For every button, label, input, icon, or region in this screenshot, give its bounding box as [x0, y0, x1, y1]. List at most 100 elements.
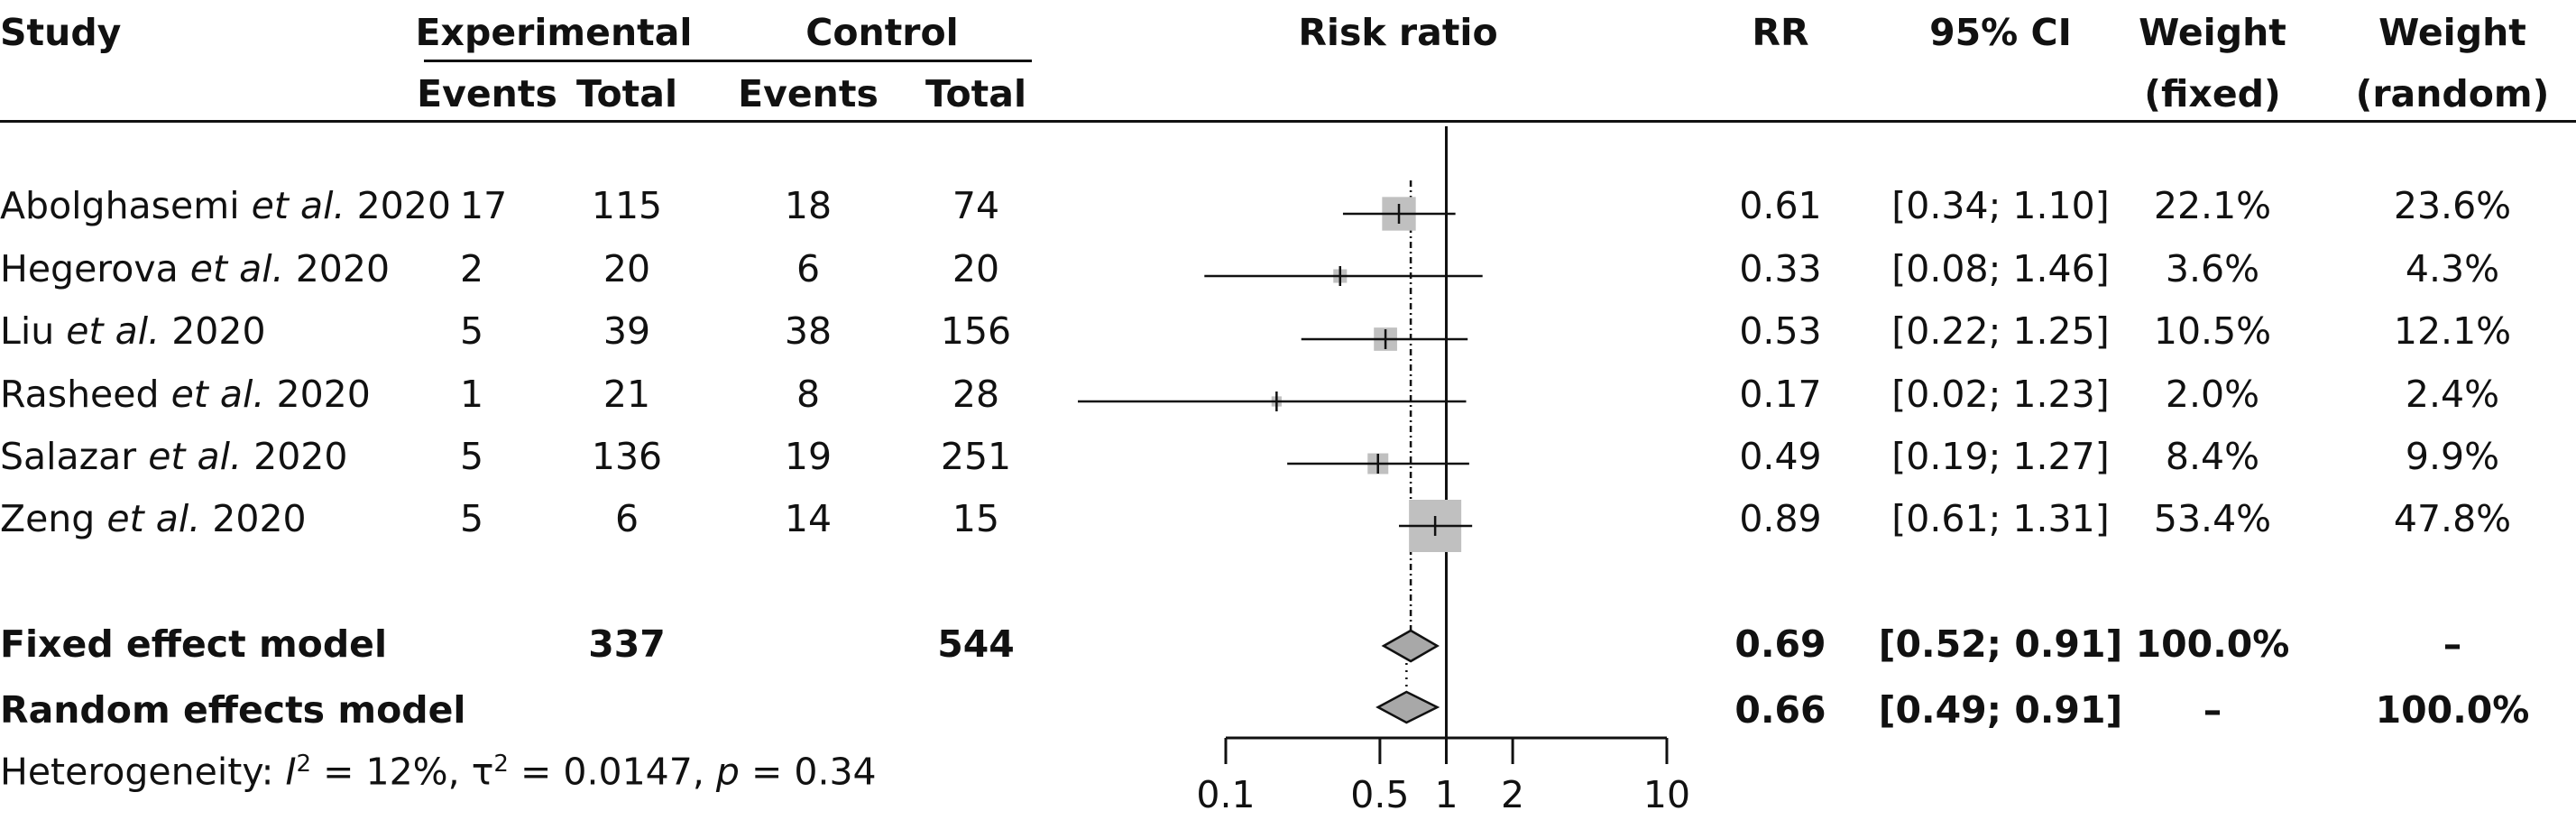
random-ci: [0.49; 0.91] [1878, 688, 2123, 732]
study-weight-random: 47.8% [2393, 497, 2512, 540]
study-weight-random: 12.1% [2393, 309, 2512, 353]
study-weight-random: 2.4% [2405, 373, 2500, 416]
study-rr: 0.49 [1739, 435, 1822, 478]
study-author: Zeng [0, 497, 107, 540]
study-ci: [0.22; 1.25] [1891, 309, 2110, 353]
heterogeneity-tau-value: = 0.0147, [508, 750, 716, 794]
header-bottom-rule [0, 120, 2576, 123]
header-weight-fixed-2: (fixed) [2144, 72, 2281, 115]
random-model-label: Random effects model [0, 688, 466, 732]
study-etal: et al. [66, 309, 161, 353]
study-etal: et al. [170, 373, 265, 416]
study-rr: 0.53 [1739, 309, 1822, 353]
heterogeneity-i2-symbol: I [285, 750, 297, 794]
study-author: Hegerova [0, 247, 190, 290]
study-ci: [0.61; 1.31] [1891, 497, 2110, 540]
study-rr: 0.17 [1739, 373, 1822, 416]
study-exp-events: 5 [460, 435, 484, 478]
fixed-effect-diamond [1381, 629, 1440, 663]
study-weight-random: 23.6% [2393, 184, 2512, 227]
study-weight-fixed: 53.4% [2153, 497, 2272, 540]
study-weight-fixed: 2.0% [2165, 373, 2260, 416]
study-label: Zeng et al. 2020 [0, 501, 307, 538]
study-ctrl-total: 28 [952, 373, 1000, 416]
fixed-model-label: Fixed effect model [0, 622, 388, 666]
study-year: 2020 [264, 373, 371, 416]
study-exp-events: 5 [460, 309, 484, 353]
x-axis-tick-label: 2 [1501, 773, 1524, 816]
study-label: Abolghasemi et al. 2020 [0, 188, 451, 225]
header-group-rule [424, 60, 1032, 62]
random-weight-fixed: – [2203, 688, 2222, 732]
header-ctrl-events: Events [738, 72, 879, 115]
heterogeneity-tau-sup: 2 [493, 751, 509, 778]
study-author: Salazar [0, 435, 149, 478]
study-exp-total: 21 [603, 373, 651, 416]
study-ci: [0.34; 1.10] [1891, 184, 2110, 227]
header-control: Control [805, 11, 959, 54]
heterogeneity-prefix: Heterogeneity: [0, 750, 286, 794]
study-weight-fixed: 3.6% [2165, 247, 2260, 290]
study-ctrl-events: 19 [784, 435, 833, 478]
header-exp-events: Events [417, 72, 557, 115]
study-etal: et al. [251, 184, 345, 227]
study-rr: 0.89 [1739, 497, 1822, 540]
study-exp-total: 39 [603, 309, 651, 353]
header-ci: 95% CI [1929, 11, 2072, 54]
study-year: 2020 [200, 497, 307, 540]
study-exp-events: 1 [460, 373, 484, 416]
study-ctrl-events: 6 [796, 247, 821, 290]
study-ctrl-events: 18 [784, 184, 833, 227]
study-weight-fixed: 22.1% [2153, 184, 2272, 227]
random-weight-random: 100.0% [2375, 688, 2530, 732]
x-axis-tick-label: 0.1 [1196, 773, 1255, 816]
study-exp-events: 17 [460, 184, 508, 227]
heterogeneity-text: Heterogeneity: I2 = 12%, τ2 = 0.0147, p … [0, 752, 877, 791]
study-ci: [0.02; 1.23] [1891, 373, 2110, 416]
study-label: Rasheed et al. 2020 [0, 376, 371, 413]
study-label: Salazar et al. 2020 [0, 438, 347, 475]
random-rr: 0.66 [1734, 688, 1826, 732]
fixed-weight-fixed: 100.0% [2135, 622, 2290, 666]
fixed-ci: [0.52; 0.91] [1878, 622, 2123, 666]
study-ci: [0.19; 1.27] [1891, 435, 2110, 478]
study-ctrl-total: 251 [940, 435, 1012, 478]
heterogeneity-p-symbol: p [715, 750, 740, 794]
study-year: 2020 [242, 435, 348, 478]
header-weight-random-1: Weight [2378, 11, 2526, 54]
study-ctrl-events: 38 [784, 309, 833, 353]
study-year: 2020 [345, 184, 451, 227]
x-axis-tick-label: 0.5 [1350, 773, 1409, 816]
study-author: Abolghasemi [0, 184, 252, 227]
study-exp-events: 5 [460, 497, 484, 540]
study-exp-events: 2 [460, 247, 484, 290]
study-rr: 0.33 [1739, 247, 1822, 290]
study-year: 2020 [283, 247, 391, 290]
header-exp-total: Total [575, 72, 678, 115]
study-etal: et al. [189, 247, 284, 290]
study-ctrl-total: 15 [952, 497, 1000, 540]
heterogeneity-i2-value: = 12%, [311, 750, 472, 794]
study-rr: 0.61 [1739, 184, 1822, 227]
study-etal: et al. [106, 497, 201, 540]
study-year: 2020 [160, 309, 266, 353]
study-author: Rasheed [0, 373, 171, 416]
study-etal: et al. [148, 435, 243, 478]
random-effect-diamond [1375, 690, 1440, 724]
fixed-rr: 0.69 [1734, 622, 1826, 666]
study-ci: [0.08; 1.46] [1891, 247, 2110, 290]
study-ctrl-total: 20 [952, 247, 1000, 290]
study-ctrl-events: 8 [796, 373, 821, 416]
x-axis-tick-label: 1 [1434, 773, 1458, 816]
study-exp-total: 20 [603, 247, 651, 290]
header-weight-random-2: (random) [2355, 72, 2550, 115]
header-experimental: Experimental [415, 11, 693, 54]
fixed-exp-total: 337 [588, 622, 666, 666]
study-ctrl-events: 14 [784, 497, 833, 540]
study-label: Liu et al. 2020 [0, 313, 266, 350]
study-exp-total: 115 [591, 184, 663, 227]
study-author: Liu [0, 309, 67, 353]
heterogeneity-i2-sup: 2 [296, 751, 312, 778]
header-weight-fixed-1: Weight [2139, 11, 2286, 54]
